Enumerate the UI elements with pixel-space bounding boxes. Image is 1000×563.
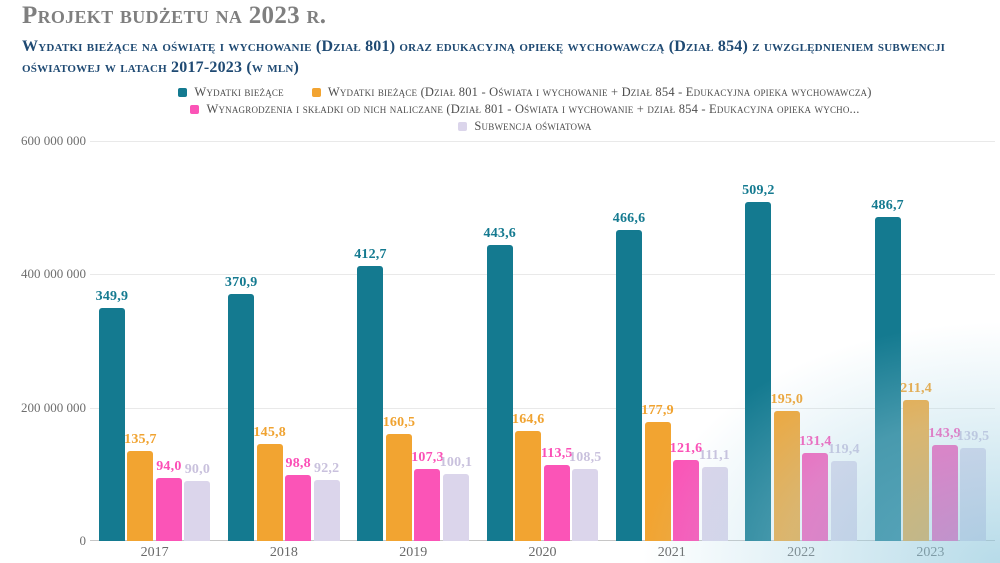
legend-label: Wydatki bieżące: [194, 85, 284, 99]
legend-label: Wydatki bieżące (Dział 801 - Oświata i w…: [327, 85, 872, 99]
bar-wynagrodzenia-i-skladki-2020: [543, 465, 570, 541]
chart-legend: Wydatki bieżące Wydatki bieżące (Dział 80…: [60, 85, 990, 134]
y-tick-label: 400 000 000: [21, 266, 86, 282]
legend-swatch-wynagrodzenia-i-skladki: [190, 105, 200, 114]
bar-wydatki-biezace-2022: [745, 201, 772, 541]
x-axis-baseline: [90, 540, 995, 541]
bar-wydatki-biezace-2018: [228, 293, 255, 541]
bar-value-label-wydatki-biezace-801-854-2020: 164,6: [512, 412, 545, 428]
gridline: [90, 407, 995, 409]
bar-wydatki-biezace-801-854-2018: [256, 443, 283, 541]
bar-value-label-wynagrodzenia-i-skladki-2018: 98,8: [285, 456, 311, 472]
bar-value-label-wynagrodzenia-i-skladki-2021: 121,6: [669, 440, 703, 456]
legend-item-wydatki-biezace: Wydatki bieżące: [178, 85, 284, 100]
bar-value-label-subwencja-oswiatowa-2018: 92,2: [314, 460, 340, 476]
bar-wynagrodzenia-i-skladki-2022: [802, 453, 829, 541]
bar-value-label-subwencja-oswiatowa-2017: 90,0: [184, 462, 211, 477]
bar-wydatki-biezace-2020: [486, 245, 513, 541]
bar-value-label-subwencja-oswiatowa-2023: 139,5: [956, 429, 990, 444]
legend-swatch-wydatki-biezace-801-854: [311, 88, 321, 97]
x-tick-label-2019: 2019: [399, 545, 428, 560]
bar-wynagrodzenia-i-skladki-2023: [931, 445, 958, 541]
bar-value-label-wynagrodzenia-i-skladki-2017: 94,0: [156, 459, 182, 475]
bar-value-label-subwencja-oswiatowa-2021: 111,1: [699, 447, 731, 463]
bar-value-label-wydatki-biezace-2021: 466,6: [612, 210, 646, 226]
bar-wynagrodzenia-i-skladki-2018: [285, 475, 312, 541]
bar-subwencja-oswiatowa-2019: [442, 474, 469, 541]
legend-label: Subwencja oświatowa: [474, 119, 592, 133]
legend-item-wydatki-biezace-801-854: Wydatki bieżące (Dział 801 - Oświata i w…: [311, 85, 872, 100]
bar-value-label-wydatki-biezace-2022: 509,2: [742, 182, 775, 198]
bar-value-label-wydatki-biezace-801-854-2021: 177,9: [641, 403, 674, 419]
bar-value-label-wydatki-biezace-801-854-2018: 145,8: [253, 424, 286, 440]
bar-wydatki-biezace-2017: [98, 307, 125, 541]
bar-wydatki-biezace-801-854-2019: [385, 434, 412, 541]
bar-value-label-wydatki-biezace-2017: 349,9: [95, 288, 129, 304]
bar-wydatki-biezace-801-854-2022: [773, 411, 800, 541]
x-tick-label-2018: 2018: [269, 545, 298, 560]
bar-wynagrodzenia-i-skladki-2019: [414, 469, 441, 541]
bar-value-label-wydatki-biezace-2018: 370,9: [224, 274, 258, 290]
x-tick-label-2022: 2022: [787, 545, 816, 560]
bar-value-label-wydatki-biezace-2019: 412,7: [354, 246, 387, 262]
bar-subwencja-oswiatowa-2022: [830, 461, 857, 541]
bar-value-label-wydatki-biezace-2023: 486,7: [871, 197, 904, 213]
y-axis: 600 000 000 400 000 000 200 000 000 0: [0, 0, 86, 563]
chart-title: Wydatki bieżące na oświatę i wychowanie …: [22, 38, 946, 77]
bar-value-label-subwencja-oswiatowa-2020: 108,5: [569, 449, 602, 465]
bar-wynagrodzenia-i-skladki-2021: [673, 459, 700, 541]
bar-value-label-wynagrodzenia-i-skladki-2019: 107,3: [411, 450, 444, 466]
bar-subwencja-oswiatowa-2020: [572, 468, 599, 541]
y-tick-label: 600 000 000: [21, 133, 86, 148]
legend-swatch-wydatki-biezace: [178, 88, 188, 97]
bar-wydatki-biezace-801-854-2023: [903, 400, 930, 541]
gridline: [90, 141, 995, 142]
bar-subwencja-oswiatowa-2017: [184, 481, 211, 541]
bar-wydatki-biezace-801-854-2017: [127, 450, 154, 541]
bar-wydatki-biezace-801-854-2020: [515, 431, 542, 541]
bar-value-label-wydatki-biezace-801-854-2017: 135,7: [124, 431, 157, 447]
x-tick-label-2023: 2023: [916, 545, 945, 560]
y-tick-label: 200 000 000: [21, 399, 86, 415]
bar-value-label-wydatki-biezace-801-854-2022: 195,0: [770, 392, 804, 407]
bar-value-label-subwencja-oswiatowa-2019: 100,1: [439, 455, 473, 471]
bar-wydatki-biezace-2019: [357, 265, 384, 541]
legend-item-wynagrodzenia-i-skladki: Wynagrodzenia i składki od nich naliczan…: [190, 102, 859, 117]
legend-item-subwencja-oswiatowa: Subwencja oświatowa: [458, 119, 591, 134]
bar-subwencja-oswiatowa-2021: [701, 466, 728, 541]
bar-value-label-wynagrodzenia-i-skladki-2022: 131,4: [799, 434, 832, 450]
bar-wydatki-biezace-801-854-2021: [644, 422, 671, 541]
legend-row: Wynagrodzenia i składki od nich naliczan…: [176, 102, 873, 117]
legend-row: Wydatki bieżące Wydatki bieżące (Dział 80…: [164, 85, 885, 100]
bar-value-label-wynagrodzenia-i-skladki-2020: 113,5: [540, 446, 573, 462]
x-tick-label-2020: 2020: [528, 545, 557, 560]
bar-value-label-wydatki-biezace-2020: 443,6: [483, 226, 516, 242]
x-tick-label-2021: 2021: [657, 545, 686, 560]
page-title: Projekt budżetu na 2023 r.: [22, 2, 327, 29]
bar-subwencja-oswiatowa-2023: [960, 448, 987, 541]
bar-wydatki-biezace-2023: [874, 216, 901, 541]
legend-label: Wynagrodzenia i składki od nich naliczan…: [206, 102, 860, 116]
legend-swatch-subwencja-oswiatowa: [458, 122, 468, 131]
bar-value-label-subwencja-oswiatowa-2022: 119,4: [827, 442, 860, 458]
legend-row: Subwencja oświatowa: [444, 119, 605, 134]
y-tick-label: 0: [79, 533, 87, 548]
x-axis: 2017 2018 2019 2020 2021 2022 2023: [90, 545, 995, 563]
x-tick-label-2017: 2017: [140, 545, 169, 560]
bar-value-label-wydatki-biezace-801-854-2023: 211,4: [900, 381, 932, 397]
bar-wynagrodzenia-i-skladki-2017: [155, 478, 182, 541]
bar-wydatki-biezace-2021: [616, 229, 643, 541]
bar-subwencja-oswiatowa-2018: [313, 479, 340, 541]
plot-area: 349,9 135,7 94,0 90,0 370,9 145,8 98,8 92,2 412,…: [90, 141, 995, 541]
bar-value-label-wydatki-biezace-801-854-2019: 160,5: [382, 415, 416, 430]
